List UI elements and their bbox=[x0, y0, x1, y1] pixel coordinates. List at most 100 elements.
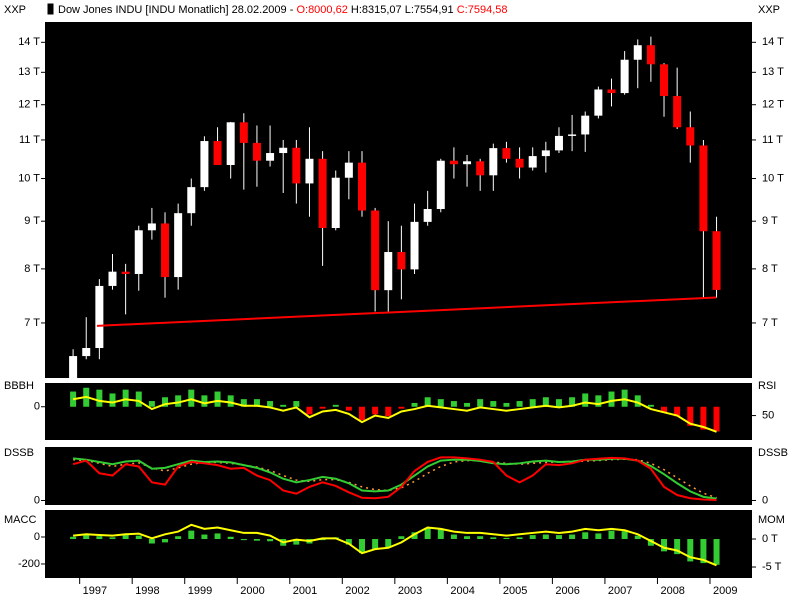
y-tick-label: 10 T bbox=[18, 172, 40, 184]
candle-body bbox=[712, 231, 721, 290]
indicator-bar bbox=[647, 539, 654, 546]
y-tick-label: 0 bbox=[34, 531, 40, 543]
indicator-bar bbox=[201, 534, 208, 540]
indicator-bar bbox=[280, 404, 287, 407]
indicator-bar bbox=[516, 537, 523, 540]
candle-body bbox=[121, 271, 130, 274]
x-tick-label: 2005 bbox=[503, 585, 527, 597]
candle-body bbox=[554, 135, 563, 151]
panel-right-label: XXP bbox=[758, 4, 780, 16]
candle-body bbox=[410, 221, 419, 270]
candle-body bbox=[528, 156, 537, 168]
candle-body bbox=[515, 158, 524, 168]
y-tick-label: 0 bbox=[34, 494, 40, 506]
indicator-bar bbox=[372, 539, 379, 550]
candle-body bbox=[673, 96, 682, 128]
indicator-bar bbox=[503, 537, 510, 540]
indicator-bar bbox=[411, 402, 418, 407]
indicator-bar bbox=[687, 406, 694, 426]
plot-area bbox=[45, 383, 752, 440]
indicator-bar bbox=[135, 391, 142, 407]
candle-body bbox=[541, 150, 550, 157]
panel-right-label: DSSB bbox=[758, 447, 788, 459]
candle-body bbox=[449, 160, 458, 165]
indicator-bar bbox=[319, 539, 326, 541]
x-tick-label: 2004 bbox=[450, 585, 474, 597]
candle-body bbox=[436, 160, 445, 210]
candle-body bbox=[292, 147, 301, 184]
chart-title: Dow Jones INDU [INDU Monatlich] 28.02.20… bbox=[58, 4, 507, 16]
indicator-line bbox=[72, 523, 717, 567]
panel-label: BBBH bbox=[4, 380, 34, 392]
y2-tick-label: 8 T bbox=[762, 263, 778, 275]
indicator-bar bbox=[306, 406, 313, 415]
x-tick-label: 1998 bbox=[135, 585, 159, 597]
x-tick-label: 2009 bbox=[713, 585, 737, 597]
candle-body bbox=[371, 210, 380, 291]
indicator-bar bbox=[267, 401, 274, 407]
indicator-bar bbox=[582, 393, 589, 407]
indicator-bar bbox=[358, 406, 365, 421]
candle-body bbox=[581, 115, 590, 135]
indicator-bar bbox=[595, 395, 602, 407]
candle-body bbox=[187, 187, 196, 214]
x-tick-label: 2000 bbox=[240, 585, 264, 597]
indicator-bar bbox=[700, 406, 707, 430]
indicator-bar bbox=[214, 391, 221, 407]
candle-body bbox=[384, 252, 393, 291]
indicator-bar bbox=[674, 406, 681, 417]
y-tick-label: 9 T bbox=[24, 215, 40, 227]
x-tick-label: 1999 bbox=[188, 585, 212, 597]
indicator-bar bbox=[490, 401, 497, 407]
indicator-bar bbox=[385, 539, 392, 548]
plot-area bbox=[45, 447, 752, 505]
y-tick-label: 11 T bbox=[19, 134, 40, 146]
candle-body bbox=[357, 162, 366, 211]
indicator-bar bbox=[214, 533, 221, 540]
indicator-bar bbox=[148, 401, 155, 407]
candle-body bbox=[502, 148, 511, 159]
indicator-bar bbox=[253, 539, 260, 541]
candle-body bbox=[568, 134, 577, 136]
indicator-bar bbox=[253, 399, 260, 407]
indicator-bar bbox=[122, 535, 129, 540]
candle-body bbox=[633, 45, 642, 60]
icon bbox=[47, 3, 54, 15]
indicator-bar bbox=[175, 536, 182, 540]
y2-tick-label: 12 T bbox=[762, 99, 784, 111]
candle-body bbox=[660, 64, 669, 97]
indicator-bar bbox=[109, 537, 116, 540]
title-part: H:8315,07 L:7554,91 bbox=[351, 4, 454, 16]
indicator-bar bbox=[621, 389, 628, 407]
title-part: C:7594,58 bbox=[457, 4, 508, 16]
trend-label: 7454,6 bbox=[714, 301, 748, 313]
indicator-bar bbox=[96, 536, 103, 540]
indicator-bar bbox=[713, 539, 720, 565]
y-tick-label: 13 T bbox=[18, 66, 40, 78]
indicator-bar bbox=[634, 395, 641, 407]
y2-tick-label: 7 T bbox=[762, 317, 778, 329]
candle-body bbox=[620, 59, 629, 94]
candle-body bbox=[239, 122, 248, 143]
indicator-bar bbox=[647, 404, 654, 407]
x-tick-label: 2007 bbox=[608, 585, 632, 597]
x-tick-label: 2001 bbox=[293, 585, 317, 597]
indicator-bar bbox=[175, 395, 182, 407]
candle-body bbox=[476, 161, 485, 176]
candle-body bbox=[318, 158, 327, 228]
candle-body bbox=[331, 177, 340, 228]
panel-right-label: MOM bbox=[758, 514, 785, 526]
x-tick-label: 2002 bbox=[345, 585, 369, 597]
indicator-bar bbox=[411, 532, 418, 540]
panel-label: DSSB bbox=[4, 447, 34, 459]
candle-body bbox=[607, 89, 616, 94]
indicator-bar bbox=[385, 406, 392, 417]
candle-body bbox=[82, 347, 91, 357]
candle-body bbox=[646, 45, 655, 65]
indicator-bar bbox=[661, 406, 668, 413]
panel-right-label: RSI bbox=[758, 380, 776, 392]
indicator-bar bbox=[608, 530, 615, 540]
indicator-bar bbox=[188, 389, 195, 407]
